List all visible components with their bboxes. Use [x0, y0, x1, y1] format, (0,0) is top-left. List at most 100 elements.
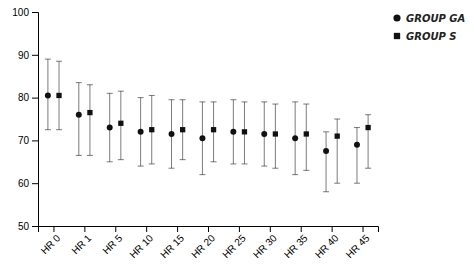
legend-symbol	[394, 33, 400, 39]
error-bar	[87, 85, 93, 156]
x-tick-mark	[146, 226, 147, 232]
marker	[304, 131, 309, 136]
marker	[87, 110, 92, 115]
y-tick-label: 80	[18, 92, 30, 103]
y-tick-label: 70	[18, 135, 30, 146]
y-axis: 50 60 70 80 90 100	[12, 7, 38, 232]
legend-item: GROUP S	[394, 31, 457, 42]
x-tick-label: HR 5	[100, 232, 124, 256]
y-tick: 50	[18, 221, 38, 232]
error-bar	[118, 91, 124, 159]
x-tick-mark	[363, 226, 364, 232]
x-tick-mark	[208, 226, 209, 232]
chart: HR 0HR 1HR 5HR 10HR 15HR 20HR 25HR 30HR …	[0, 0, 474, 272]
y-tick: 60	[18, 178, 38, 189]
series	[45, 59, 360, 192]
error-bar	[323, 132, 329, 192]
x-tick-mark	[84, 226, 85, 232]
x-tick-label: HR 25	[220, 232, 248, 260]
x-tick-mark	[301, 226, 302, 232]
error-bar	[56, 61, 62, 129]
marker	[323, 148, 329, 154]
marker	[242, 129, 247, 134]
legend-label: GROUP GA	[406, 13, 465, 24]
error-bar	[211, 102, 217, 162]
y-tick-mark	[32, 98, 38, 99]
y-tick-mark	[32, 183, 38, 184]
marks	[45, 59, 371, 192]
marker	[273, 131, 278, 136]
x-tick-mark	[53, 226, 54, 232]
x-tick: HR 25	[220, 226, 248, 260]
y-tick-mark	[32, 140, 38, 141]
error-bar	[261, 102, 267, 166]
marker	[335, 133, 340, 138]
marker	[56, 93, 61, 98]
x-tick-label: HR 20	[189, 232, 217, 260]
y-tick-label: 50	[18, 221, 30, 232]
x-tick: HR 1	[69, 226, 93, 256]
marker	[211, 127, 216, 132]
series	[56, 61, 371, 183]
y-tick: 90	[18, 50, 38, 61]
marker	[138, 129, 144, 135]
marker	[169, 131, 175, 137]
y-tick: 100	[12, 7, 38, 18]
x-axis-line	[39, 227, 379, 233]
x-tick-label: HR 15	[158, 232, 186, 260]
plot: HR 0HR 1HR 5HR 10HR 15HR 20HR 25HR 30HR …	[12, 7, 378, 260]
y-tick-label: 100	[12, 7, 29, 18]
x-tick-mark	[239, 226, 240, 232]
y-tick-mark	[32, 226, 38, 227]
x-tick: HR 15	[158, 226, 186, 260]
error-bar	[76, 83, 82, 156]
y-axis-line	[32, 13, 39, 227]
x-tick-label: HR 10	[127, 232, 155, 260]
x-tick-label: HR 35	[282, 232, 310, 260]
error-bar	[241, 102, 247, 164]
x-tick-label: HR 40	[313, 232, 341, 260]
x-tick: HR 20	[189, 226, 217, 260]
marker	[180, 127, 185, 132]
error-bar	[354, 128, 360, 184]
marker	[365, 125, 370, 130]
marker	[199, 135, 205, 141]
x-tick-label: HR 1	[69, 232, 93, 256]
y-tick-label: 90	[18, 50, 30, 61]
error-bar	[199, 102, 205, 175]
x-tick: HR 45	[344, 226, 372, 260]
error-bar	[107, 93, 113, 161]
error-bar	[230, 100, 236, 164]
x-tick-mark	[115, 226, 116, 232]
y-tick: 70	[18, 135, 38, 146]
x-tick: HR 10	[127, 226, 155, 260]
marker	[118, 121, 123, 126]
marker	[230, 129, 236, 135]
legend-item: GROUP GA	[393, 13, 465, 24]
x-tick-label: HR 0	[39, 232, 63, 256]
error-bar	[365, 115, 371, 169]
y-tick: 80	[18, 92, 38, 103]
error-bar	[303, 104, 309, 170]
x-tick-label: HR 30	[251, 232, 279, 260]
marker	[149, 127, 154, 132]
legend: GROUP GA GROUP S	[393, 13, 465, 42]
x-tick-label: HR 45	[344, 232, 372, 260]
legend-label: GROUP S	[406, 31, 457, 42]
marker	[261, 131, 267, 137]
x-tick: HR 35	[282, 226, 310, 260]
error-bar	[334, 119, 340, 183]
error-bar	[292, 102, 298, 175]
y-tick-label: 60	[18, 178, 30, 189]
y-tick-mark	[32, 55, 38, 56]
error-bar	[180, 100, 186, 160]
marker	[76, 112, 82, 118]
x-tick-mark	[270, 226, 271, 232]
error-bar	[149, 95, 155, 163]
error-bar	[272, 104, 278, 168]
x-tick-mark	[332, 226, 333, 232]
error-bar	[45, 59, 51, 130]
x-axis: HR 0HR 1HR 5HR 10HR 15HR 20HR 25HR 30HR …	[39, 226, 379, 260]
x-tick-mark	[177, 226, 178, 232]
x-tick: HR 30	[251, 226, 279, 260]
